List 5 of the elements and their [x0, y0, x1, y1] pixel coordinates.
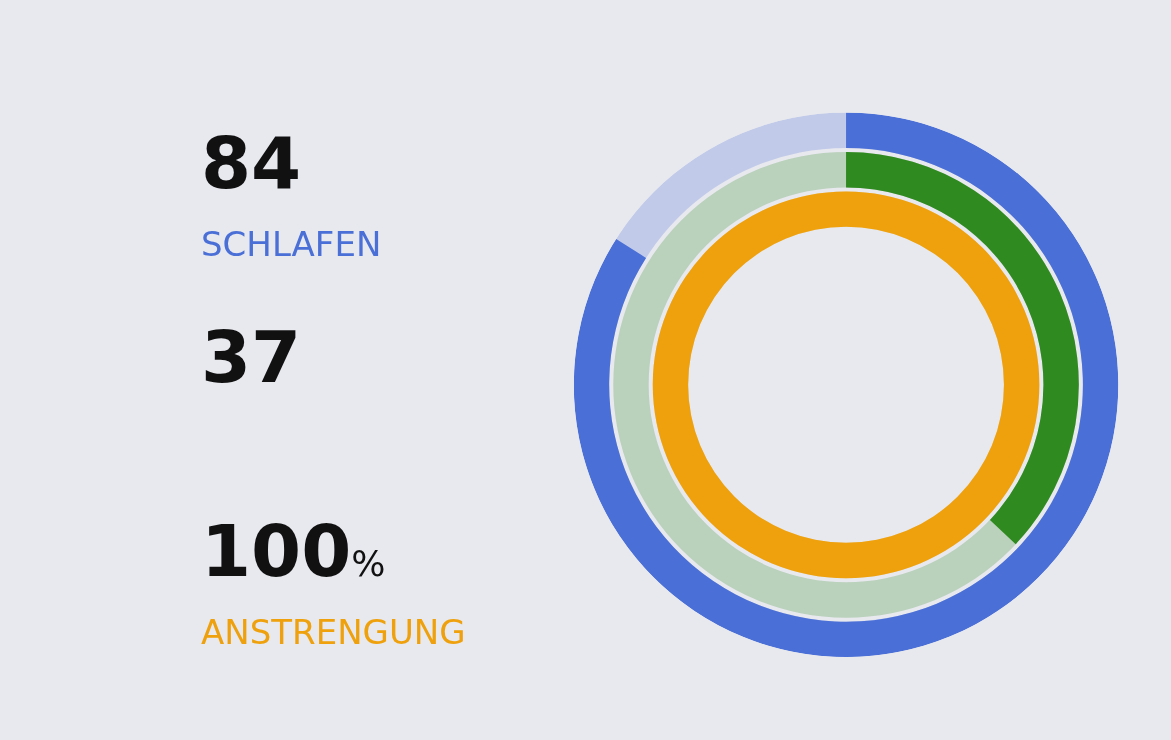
- data-label: 84: [201, 121, 302, 205]
- category-label: ANSTRENGUNG: [201, 612, 466, 652]
- data-label: 37: [201, 315, 302, 399]
- data-label: 100%: [201, 509, 386, 593]
- category-label: SCHLAFEN: [201, 224, 382, 264]
